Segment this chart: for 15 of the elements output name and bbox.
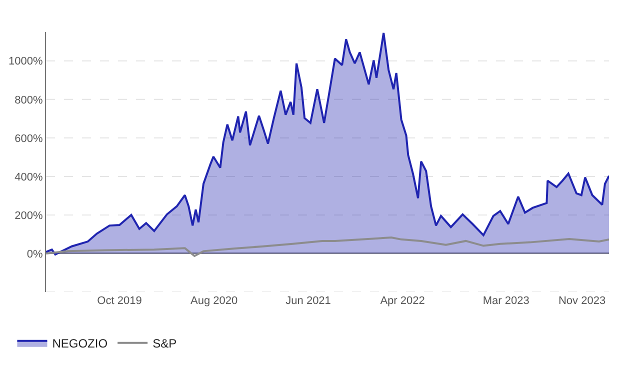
x-tick-label: Jun 2021	[286, 295, 331, 307]
line-series	[46, 236, 609, 257]
x-tick-label: Apr 2022	[380, 295, 425, 307]
y-tick-label: 600%	[14, 132, 44, 145]
y-tick-label: 1000%	[8, 56, 44, 68]
legend-label: NEGOZIO	[52, 336, 108, 351]
y-tick-label: 400%	[14, 171, 44, 184]
y-tick-label: 800%	[14, 94, 44, 106]
x-tick-label: Mar 2023	[482, 295, 530, 307]
x-tick-label: Nov 2023	[558, 295, 606, 307]
x-tick-label: Oct 2019	[97, 295, 142, 307]
x-tick-label: Aug 2020	[190, 295, 238, 307]
legend-label: S&P	[152, 336, 177, 351]
y-tick-label: 0%	[26, 248, 44, 260]
y-tick-label: 200%	[14, 210, 44, 222]
